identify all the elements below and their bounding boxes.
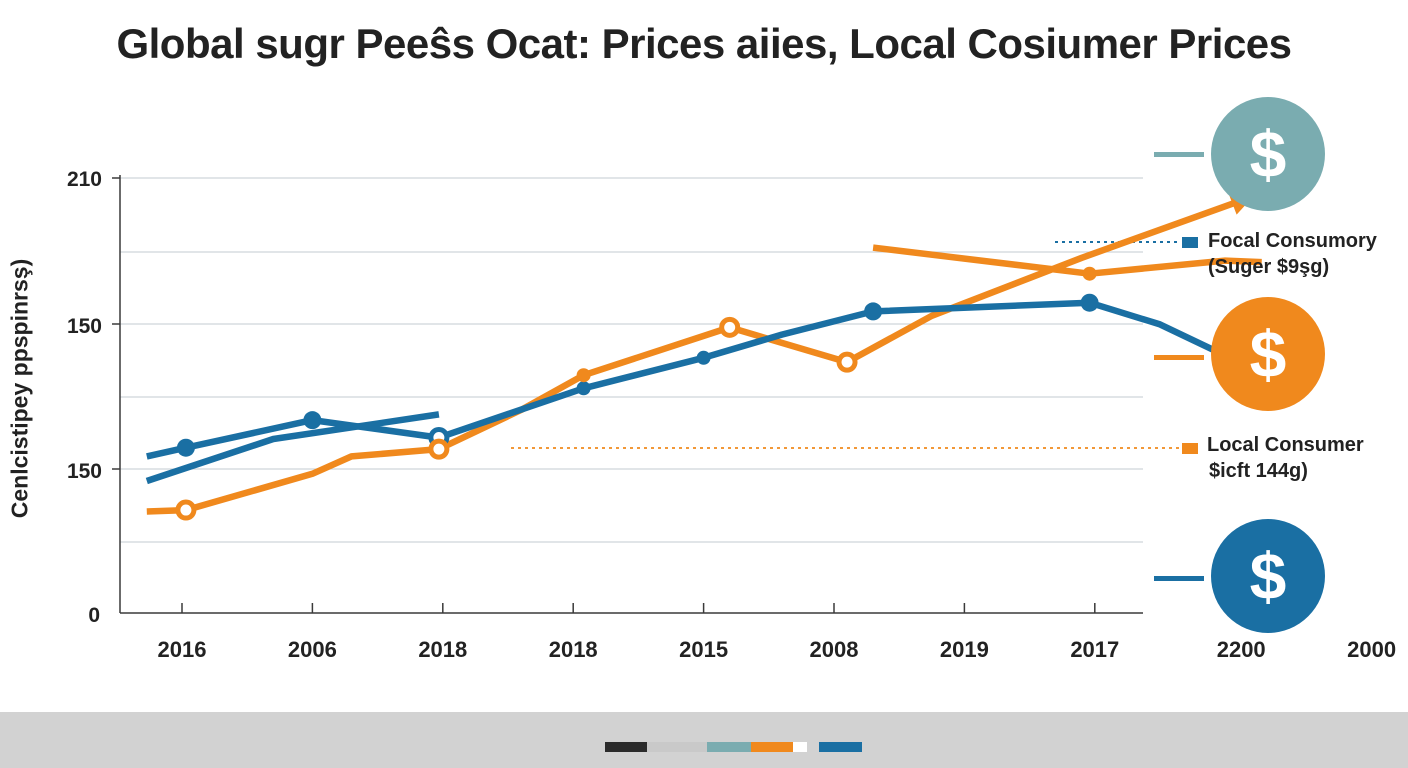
legend-marker-blue	[1182, 237, 1198, 248]
y-tick-label: 210	[67, 168, 102, 191]
legend-entry-label: Focal Consumory	[1208, 230, 1377, 252]
data-point-marker	[576, 368, 591, 383]
x-tick-label: 2015	[679, 637, 728, 662]
x-tick-label: 2018	[549, 637, 598, 662]
legend-entry-label: Local Consumer	[1207, 434, 1364, 456]
data-point-marker	[176, 438, 195, 457]
data-point-marker	[576, 381, 591, 396]
x-tick-label: 2006	[288, 637, 337, 662]
footer-swatch	[707, 742, 751, 752]
x-tick-label: 2019	[940, 637, 989, 662]
data-point-marker	[175, 499, 197, 521]
footer-bar	[0, 712, 1408, 768]
footer-swatch	[819, 742, 862, 752]
chart-title: Global sugr Peeŝs Ocat: Prices aiies, Lo…	[116, 20, 1292, 67]
series-line-orange_upper	[872, 244, 1262, 277]
footer-swatch	[751, 742, 793, 752]
legend-entry-sublabel: $icft 144g)	[1209, 460, 1308, 482]
x-tick-label: 2017	[1070, 637, 1119, 662]
y-tick-label: 150	[67, 315, 102, 338]
footer-swatch	[793, 742, 807, 752]
orange-dollar-coin-icon: $	[1211, 297, 1325, 411]
teal-dollar-coin-icon: $	[1211, 97, 1325, 211]
data-point-marker	[696, 350, 711, 365]
footer-swatch	[647, 742, 707, 752]
y-tick-label: 150	[67, 460, 102, 483]
data-point-marker	[303, 411, 322, 430]
x-tick-label: 2018	[418, 637, 467, 662]
x-tick-label: 2000	[1347, 637, 1396, 662]
data-point-marker	[1082, 266, 1097, 281]
x-tick-label: 2200	[1217, 637, 1266, 662]
y-tick-label: 0	[88, 604, 100, 627]
x-tick-label: 2016	[158, 637, 207, 662]
x-tick-label: 2008	[810, 637, 859, 662]
data-point-marker	[836, 351, 858, 373]
footer-swatch	[605, 742, 647, 752]
data-point-marker	[1080, 293, 1099, 312]
blue-coin-connector	[1154, 576, 1204, 581]
orange-coin-connector	[1154, 355, 1204, 360]
data-point-marker	[428, 438, 450, 460]
legend-entry-focal-consumory: Focal Consumory (Suger $9şg)	[1208, 228, 1377, 280]
legend-marker-orange	[1182, 443, 1198, 454]
blue-dollar-coin-icon: $	[1211, 519, 1325, 633]
teal-coin-connector	[1154, 152, 1204, 157]
legend-entry-sublabel: (Suger $9şg)	[1208, 256, 1330, 278]
data-point-marker	[864, 302, 883, 321]
legend-entry-local-consumer: Local Consumer $icft 144g)	[1207, 432, 1364, 484]
series-line-blue_lower	[145, 411, 440, 485]
data-point-marker	[719, 316, 741, 338]
